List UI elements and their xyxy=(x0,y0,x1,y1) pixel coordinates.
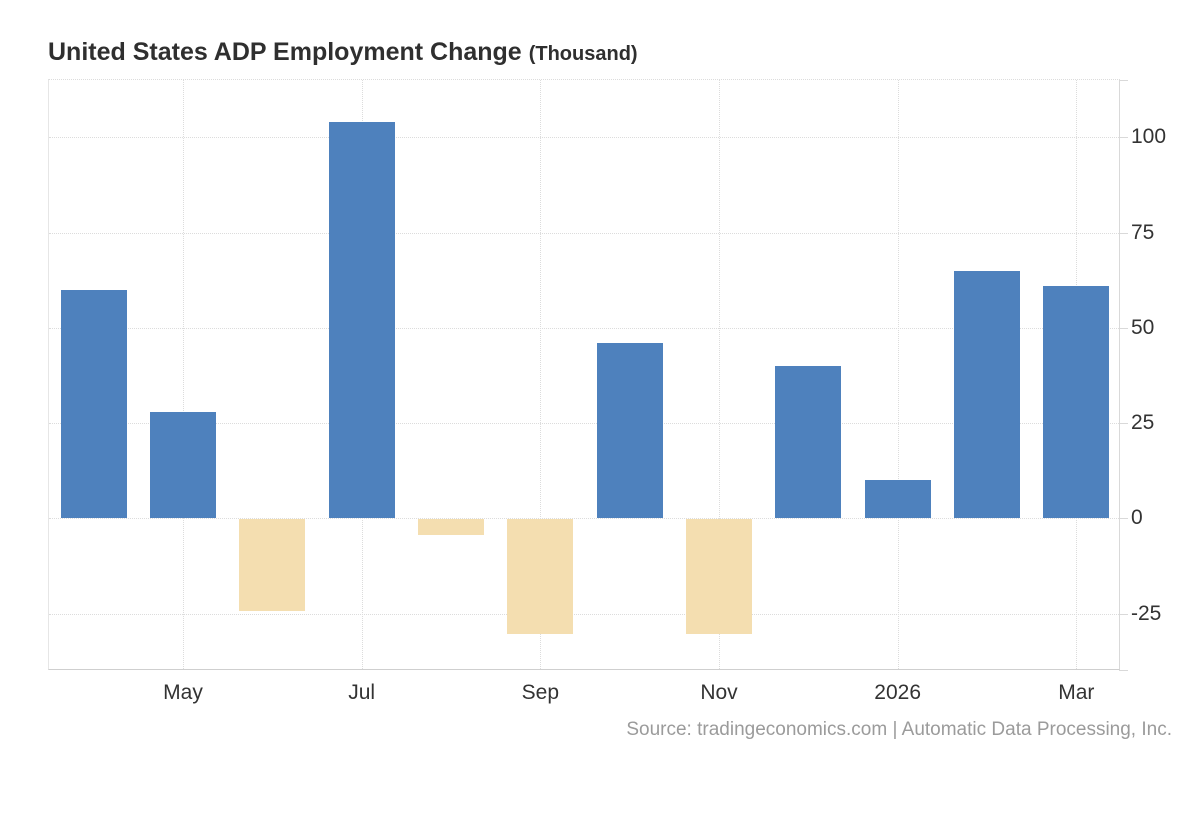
x-tick-label: Nov xyxy=(700,681,738,704)
y-tick-label: -25 xyxy=(1131,601,1162,625)
x-gridline xyxy=(897,80,899,669)
y-gridline xyxy=(49,232,1119,234)
source-credit: Source: tradingeconomics.com | Automatic… xyxy=(626,719,1172,740)
bar-jul[interactable] xyxy=(328,121,395,519)
x-tick-label: May xyxy=(163,681,203,704)
x-tick-label: 2026 xyxy=(874,681,922,704)
chart-title-text: United States ADP Employment Change xyxy=(48,38,522,66)
x-gridline xyxy=(183,80,184,669)
y-gridline xyxy=(49,518,1119,520)
y-axis-tick xyxy=(1119,423,1128,425)
x-gridline xyxy=(719,80,720,669)
x-gridline xyxy=(540,80,542,669)
bar-apr[interactable] xyxy=(60,289,127,519)
y-axis-tick xyxy=(1119,670,1128,671)
chart-title: United States ADP Employment Change (Thou… xyxy=(48,38,638,67)
y-tick-label: 0 xyxy=(1131,506,1143,530)
y-axis-tick xyxy=(1119,518,1128,520)
chart-title-unit: (Thousand) xyxy=(528,43,638,65)
bar-jan[interactable] xyxy=(864,480,931,519)
bar-jun[interactable] xyxy=(239,519,306,611)
y-axis-tick xyxy=(1119,80,1128,81)
x-tick-label: Jul xyxy=(348,681,376,704)
y-axis-tick xyxy=(1119,232,1128,234)
y-gridline xyxy=(49,137,1119,139)
bar-mar[interactable] xyxy=(1043,285,1110,519)
bar-aug[interactable] xyxy=(418,519,484,535)
bar-sep[interactable] xyxy=(507,519,574,634)
x-tick-label: Sep xyxy=(521,681,560,704)
bar-may[interactable] xyxy=(150,411,216,519)
y-axis-tick xyxy=(1119,613,1128,615)
plot-area: 100 75 50 25 0 -25 May Jul Sep Nov 2026 Mar xyxy=(48,79,1166,704)
y-axis-tick xyxy=(1119,327,1128,329)
y-tick-label: 75 xyxy=(1131,220,1155,244)
y-gridline xyxy=(49,423,1119,425)
bar-oct[interactable] xyxy=(596,343,663,519)
y-gridline xyxy=(49,613,1119,615)
y-gridline xyxy=(49,327,1119,329)
bar-feb[interactable] xyxy=(954,270,1020,519)
y-tick-label: 25 xyxy=(1131,411,1155,435)
x-tick-label: Mar xyxy=(1058,681,1095,704)
y-axis-tick xyxy=(1119,137,1128,139)
bar-dec[interactable] xyxy=(775,365,842,519)
y-tick-label: 50 xyxy=(1131,315,1155,339)
bar-nov[interactable] xyxy=(686,519,752,634)
y-tick-label: 100 xyxy=(1131,125,1167,149)
